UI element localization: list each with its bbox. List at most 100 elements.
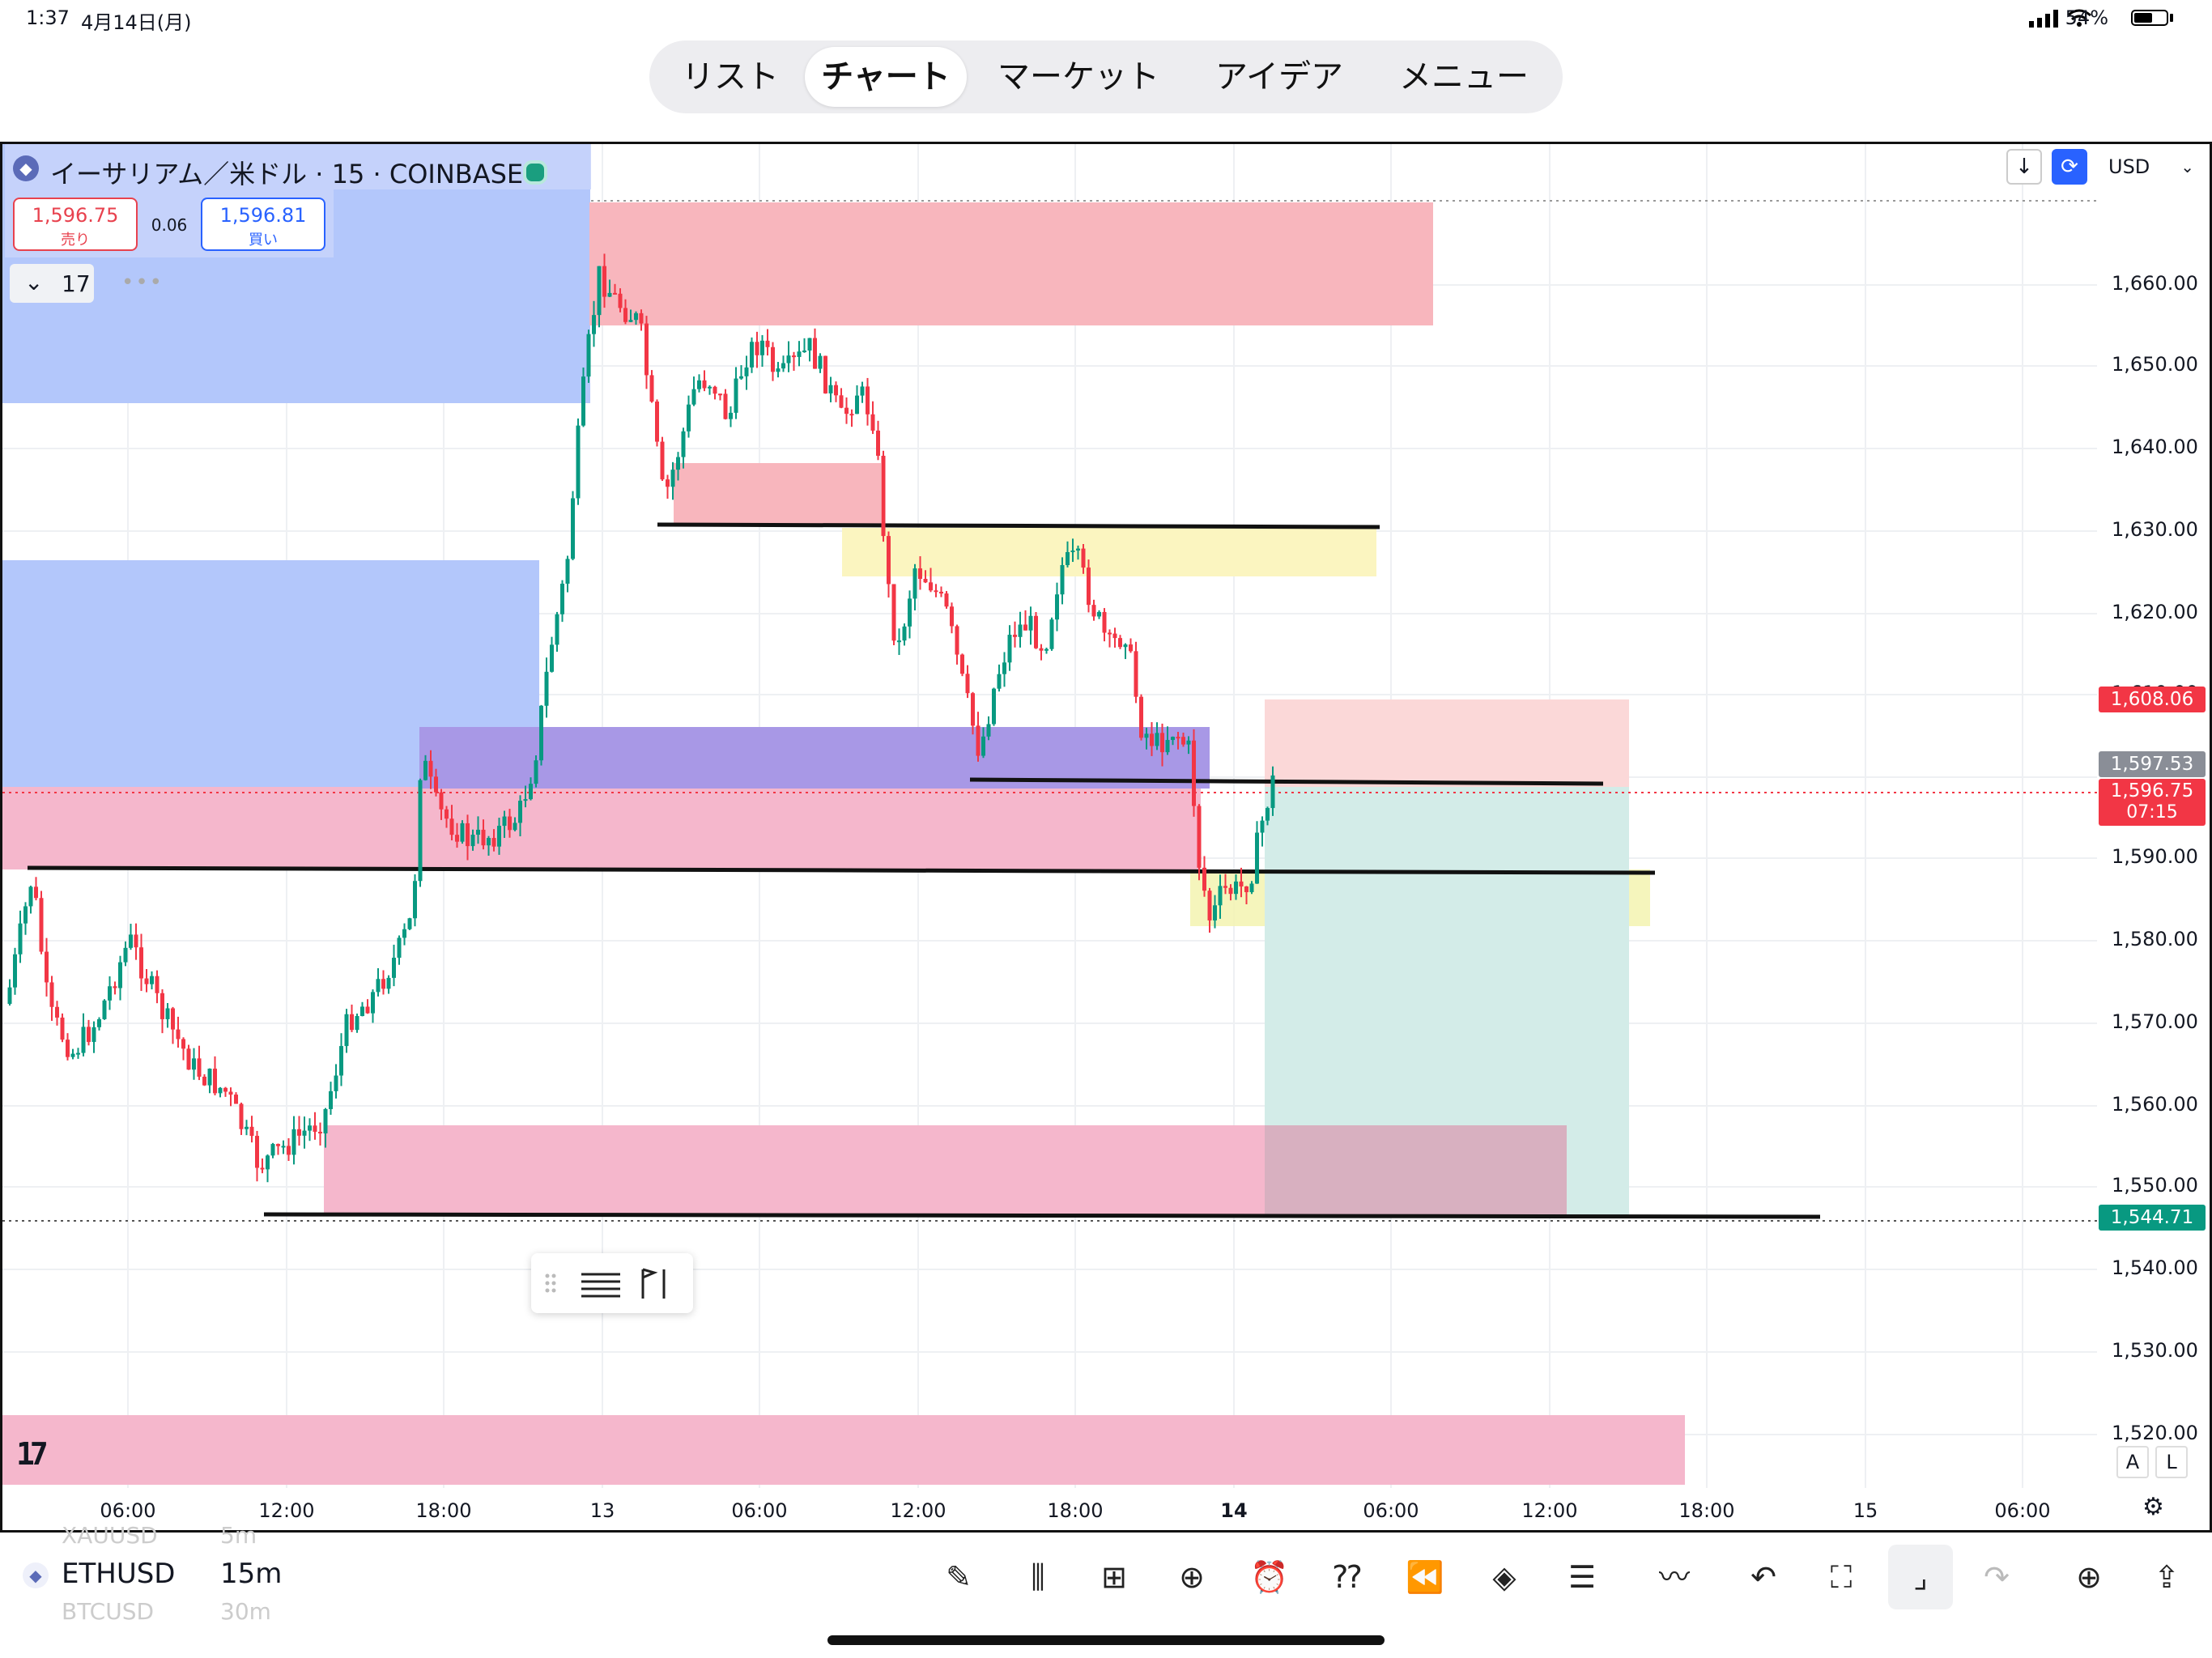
bottom-toolbar [0, 1533, 2212, 1630]
price-tick-label: 1,620.00 [2112, 601, 2198, 623]
candle-body [386, 977, 391, 989]
buy-label: 買い [249, 232, 278, 249]
templates-icon[interactable]: ⊞ [1101, 1559, 1127, 1595]
replay-icon[interactable]: ⏪ [1406, 1559, 1444, 1595]
candle-body [718, 393, 722, 396]
indicator-toggle[interactable] [10, 264, 94, 303]
add-icon[interactable]: ⊕ [1179, 1559, 1205, 1595]
tradingview-logo[interactable]: 17 [16, 1436, 49, 1472]
time-tick-label: 12:00 [890, 1499, 946, 1522]
candlestick-series [7, 253, 1275, 1183]
current-price-tag: 1,596.75 07:15 [2099, 779, 2206, 826]
wifi-icon [2067, 9, 2091, 27]
candle-body [750, 342, 754, 368]
spread-value: 0.06 [151, 215, 188, 235]
candle-body [1207, 891, 1212, 920]
buy-button[interactable]: 1,596.81 買い [201, 198, 325, 251]
candle-body [502, 816, 507, 827]
candle-body [87, 1027, 91, 1043]
sync-icon[interactable]: ⟳ [2052, 149, 2087, 185]
candle-body [365, 1006, 370, 1014]
candle-body [1171, 737, 1175, 741]
more-dots-icon[interactable]: ••• [121, 270, 164, 295]
sell-button[interactable]: 1,596.75 売り [13, 198, 138, 251]
candle-body [402, 929, 406, 938]
candle-body [455, 835, 459, 842]
candle-body [628, 320, 633, 322]
auto-scale-button[interactable]: A [2116, 1446, 2149, 1478]
ideas-icon[interactable]: ⁇ [1333, 1559, 1362, 1595]
ethereum-icon: ◆ [13, 155, 39, 181]
candle-body [670, 470, 675, 487]
previous-close-tag: 1,597.53 [2099, 751, 2206, 777]
watchlist-symbol-ghost: XAUUSD [62, 1522, 158, 1549]
candle-body [992, 688, 996, 725]
share-icon[interactable]: ⇪ [2154, 1559, 2180, 1595]
candle-body [828, 385, 833, 393]
candle-body [1176, 737, 1180, 739]
alert-icon[interactable]: ⏰ [1250, 1559, 1289, 1595]
symbol-header[interactable] [5, 144, 591, 189]
price-tick-label: 1,660.00 [2112, 272, 2198, 295]
redo-icon[interactable]: ↷ [1984, 1559, 2010, 1595]
interval-picker[interactable]: 15m [220, 1558, 283, 1590]
candle-body [729, 412, 733, 419]
symbol-picker[interactable]: ETHUSD [62, 1558, 176, 1590]
fullscreen-icon[interactable]: ⛶ [1830, 1559, 1853, 1595]
tab-menu[interactable]: メニュー [1399, 58, 1529, 96]
candle-body [655, 402, 659, 442]
candle-body [392, 958, 396, 978]
compare-icon[interactable]: 〰 [1658, 1559, 1690, 1595]
candle-body [1270, 775, 1275, 809]
drawing-toolbar[interactable] [531, 1253, 693, 1313]
undo-icon[interactable]: ↶ [1750, 1559, 1776, 1595]
tab-chart[interactable]: チャート [805, 47, 967, 107]
candle-body [687, 404, 691, 432]
candle-body [234, 1095, 238, 1104]
candle-body [1197, 806, 1202, 868]
time-tick-label: 18:00 [415, 1499, 472, 1522]
candle-body [576, 425, 581, 499]
symbol-title[interactable]: イーサリアム／米ドル · 15 · COINBASE [50, 159, 524, 189]
candle-body [597, 266, 602, 316]
plus-bulb-icon[interactable]: ⊕ [2076, 1559, 2102, 1595]
time-tick-label: 06:00 [1994, 1499, 2051, 1522]
candle-body [407, 918, 412, 929]
candle-body [344, 1014, 349, 1047]
settings-sliders-icon[interactable]: ☰ [1568, 1559, 1597, 1595]
layers-icon[interactable]: ◈ [1492, 1559, 1516, 1595]
candle-body [249, 1126, 254, 1137]
tab-ideas[interactable]: アイデア [1215, 58, 1343, 96]
candle-body [34, 886, 38, 899]
candle-body [55, 1006, 59, 1018]
candle-body [607, 292, 612, 297]
indicators-icon[interactable]: ⫼ [1031, 1559, 1045, 1595]
candle-body [702, 380, 707, 389]
log-scale-button[interactable]: L [2155, 1446, 2188, 1478]
candle-body [1060, 565, 1065, 595]
pen-icon[interactable]: ✎ [946, 1559, 972, 1595]
time-tick-label: 12:00 [1521, 1499, 1578, 1522]
currency-select[interactable]: USD ⌄ [2097, 149, 2201, 185]
candle-body [639, 312, 644, 324]
candle-body [981, 736, 985, 756]
candle-body [1112, 633, 1117, 639]
candle-body [908, 598, 912, 627]
collapse-icon[interactable]: ⌟ [1888, 1545, 1953, 1609]
tab-market[interactable]: マーケット [998, 58, 1159, 96]
candle-body [397, 937, 402, 959]
scroll-down-icon[interactable]: ↓ [2006, 149, 2042, 185]
battery-cap [2170, 14, 2173, 22]
candle-body [1087, 568, 1091, 606]
candle-body [339, 1046, 343, 1076]
candle-body [313, 1125, 317, 1133]
candle-body [1002, 662, 1006, 674]
tab-list[interactable]: リスト [682, 58, 779, 96]
sell-label: 売り [61, 232, 90, 249]
chart-settings-icon[interactable]: ⚙ [2142, 1493, 2164, 1521]
flag-icon [641, 1268, 666, 1299]
candle-body [1076, 548, 1080, 551]
candle-body [355, 1016, 359, 1031]
candle-body [381, 979, 385, 989]
